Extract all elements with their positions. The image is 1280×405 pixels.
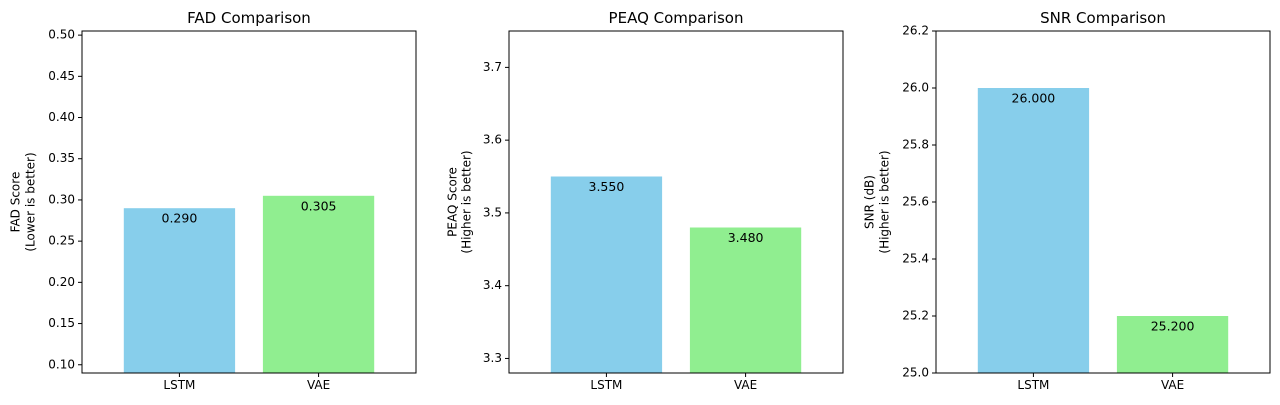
plot-frame — [935, 30, 1271, 374]
y-tick-label: 3.7 — [483, 60, 502, 74]
y-tick-label: 26.0 — [902, 81, 929, 95]
y-tick-label: 0.20 — [48, 275, 75, 289]
y-tick-label: 25.6 — [902, 195, 929, 209]
y-tick-label: 0.40 — [48, 110, 75, 124]
y-tick-label: 0.50 — [48, 28, 75, 42]
y-tick-label: 3.5 — [483, 205, 502, 219]
bar-value-label: 0.290 — [162, 211, 198, 226]
y-axis-label: (Lower is better) — [24, 152, 38, 251]
y-tick-label: 0.35 — [48, 151, 75, 165]
plot-frame — [81, 30, 417, 374]
x-tick-label: VAE — [1161, 378, 1184, 392]
chart-title: FAD Comparison — [187, 9, 311, 27]
bar-value-label: 25.200 — [1151, 319, 1195, 334]
x-tick-label: VAE — [307, 378, 330, 392]
y-tick-label: 0.45 — [48, 69, 75, 83]
y-tick-label: 0.30 — [48, 192, 75, 206]
chart-panel-1: 0.290 LSTM 0.305 VAE 0.10 0.15 0.20 0.25 0.30 0.3… — [9, 9, 417, 392]
y-tick-label: 25.0 — [902, 366, 929, 380]
bar-vae — [689, 227, 802, 373]
y-axis-label: PEAQ Score — [446, 167, 460, 237]
chart-panel-3: 26.000 LSTM 25.200 VAE 25.0 25.2 25.4 25.6 25.8 2… — [863, 9, 1271, 392]
y-tick-label: 3.3 — [483, 351, 502, 365]
x-tick-label: LSTM — [163, 378, 195, 392]
y-axis-label: (Higher is better) — [878, 150, 892, 253]
bar-value-label: 0.305 — [301, 198, 337, 213]
bar-vae — [262, 195, 375, 373]
chart-panel-2: 3.550 LSTM 3.480 VAE 3.3 3.4 3.5 3.6 3.7 PEAQ Com… — [446, 9, 844, 392]
y-axis-label: (Higher is better) — [460, 150, 474, 253]
y-tick-label: 3.4 — [483, 278, 502, 292]
chart-title: SNR Comparison — [1040, 9, 1166, 27]
bar-lstm — [123, 208, 236, 373]
chart-title: PEAQ Comparison — [609, 9, 744, 27]
y-axis-label: FAD Score — [9, 172, 23, 233]
y-tick-label: 0.10 — [48, 357, 75, 371]
x-tick-label: LSTM — [590, 378, 622, 392]
x-tick-label: LSTM — [1017, 378, 1049, 392]
bar-vae — [1116, 316, 1229, 373]
y-tick-label: 3.6 — [483, 133, 502, 147]
bar-lstm — [977, 88, 1090, 373]
bar-lstm — [550, 176, 663, 373]
bar-value-label: 3.480 — [728, 230, 764, 245]
bar-value-label: 26.000 — [1012, 91, 1056, 106]
y-axis-label: SNR (dB) — [863, 175, 877, 229]
y-tick-label: 25.2 — [902, 309, 929, 323]
y-tick-label: 0.15 — [48, 316, 75, 330]
bar-value-label: 3.550 — [589, 179, 625, 194]
plot-frame — [508, 30, 844, 374]
y-tick-label: 0.25 — [48, 234, 75, 248]
y-tick-label: 25.8 — [902, 138, 929, 152]
y-tick-label: 26.2 — [902, 24, 929, 38]
x-tick-label: VAE — [734, 378, 757, 392]
y-tick-label: 25.4 — [902, 252, 929, 266]
